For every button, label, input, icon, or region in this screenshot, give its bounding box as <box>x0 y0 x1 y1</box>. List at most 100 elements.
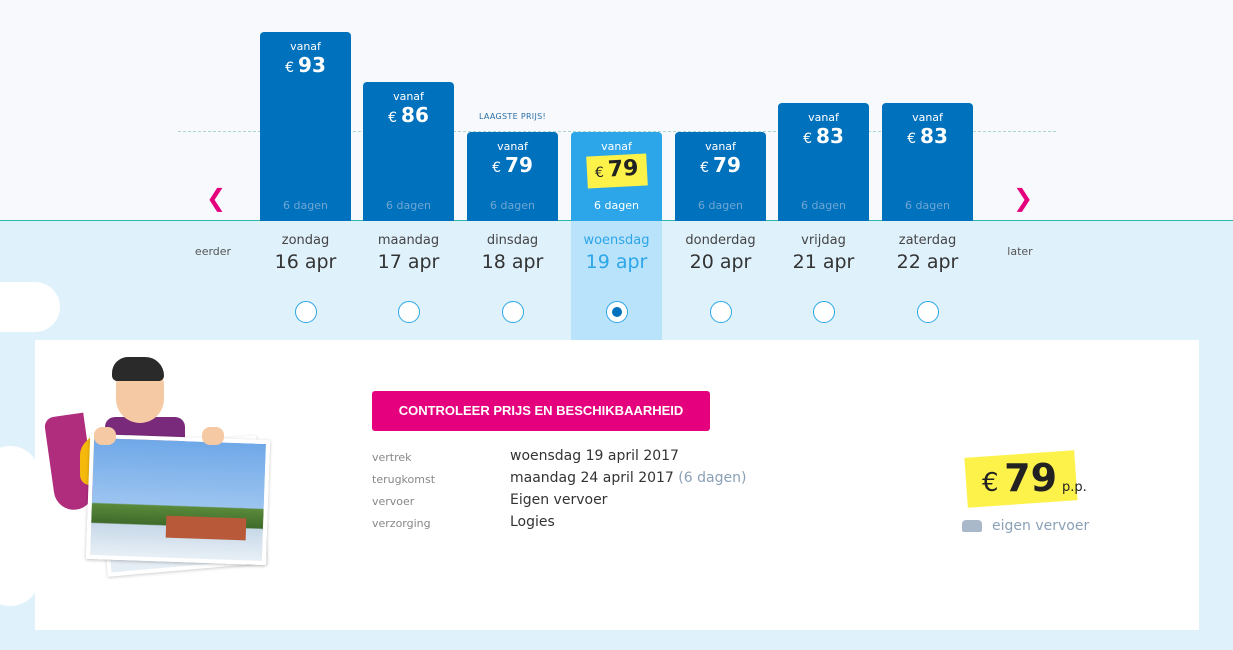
bar-price: €79 <box>467 153 558 180</box>
day-weekday: woensdag <box>583 233 650 248</box>
day-weekday: maandag <box>377 233 440 248</box>
board-label: verzorging <box>372 517 431 530</box>
day-option[interactable]: zondag 16 apr <box>260 232 351 323</box>
bar-price: €86 <box>363 103 454 130</box>
earlier-link[interactable]: eerder <box>194 245 232 258</box>
day-radio[interactable] <box>709 301 732 323</box>
day-date: 17 apr <box>377 251 440 273</box>
price-bar[interactable]: vanaf €93 6 dagen <box>260 32 351 221</box>
bar-price-value: €79 <box>492 153 533 177</box>
from-label: vanaf <box>497 140 528 153</box>
price-text: € 79 <box>982 456 1057 500</box>
hair <box>112 357 164 381</box>
day-weekday: zondag <box>281 233 330 248</box>
hand <box>202 427 224 445</box>
day-radio[interactable] <box>294 301 317 323</box>
price-per-person: p.p. <box>1062 480 1087 495</box>
bar-price-value: €83 <box>907 124 948 148</box>
accommodation-photo <box>85 433 271 566</box>
day-radio[interactable] <box>397 301 420 323</box>
transport-label: vervoer <box>372 495 415 508</box>
return-value: maandag 24 april 2017 (6 dagen) <box>510 470 746 486</box>
departure-label: vertrek <box>372 451 412 464</box>
bar-currency: € <box>492 160 502 176</box>
bar-price: €93 <box>260 53 351 80</box>
return-date: maandag 24 april 2017 <box>510 470 674 486</box>
bar-duration: 6 dagen <box>490 199 535 212</box>
bar-currency: € <box>388 110 398 126</box>
from-label: vanaf <box>290 40 321 53</box>
bar-duration: 6 dagen <box>594 199 639 212</box>
bar-currency: € <box>907 131 917 147</box>
bar-amount: 86 <box>401 103 429 127</box>
bar-currency: € <box>700 160 710 176</box>
day-date: 22 apr <box>896 251 959 273</box>
bar-price: €79 <box>571 153 662 189</box>
transport-value: Eigen vervoer <box>510 492 608 508</box>
day-option[interactable]: woensdag 19 apr <box>571 232 662 323</box>
price-currency: € <box>982 468 999 498</box>
departure-date: woensdag 19 april 2017 <box>510 448 679 464</box>
price-amount: 79 <box>1004 456 1058 500</box>
bar-duration: 6 dagen <box>283 199 328 212</box>
bar-duration: 6 dagen <box>698 199 743 212</box>
price-bar[interactable]: vanaf €79 6 dagen <box>571 132 662 221</box>
day-radio[interactable] <box>812 301 835 323</box>
bar-amount: 79 <box>713 153 741 177</box>
chevron-right-icon[interactable]: ❯ <box>1013 184 1034 212</box>
day-weekday: dinsdag <box>486 233 539 248</box>
bar-currency: € <box>594 164 605 182</box>
day-radio[interactable] <box>501 301 524 323</box>
from-label: vanaf <box>808 111 839 124</box>
price-bar[interactable]: vanaf €83 6 dagen <box>778 103 869 221</box>
bar-price-value: €79 <box>585 153 648 189</box>
transport-info: eigen vervoer <box>962 518 1089 534</box>
day-option[interactable]: maandag 17 apr <box>363 232 454 323</box>
day-weekday: vrijdag <box>801 233 846 248</box>
bar-duration: 6 dagen <box>905 199 950 212</box>
day-option[interactable]: donderdag 20 apr <box>675 232 766 323</box>
bar-price-value: €93 <box>285 53 326 77</box>
day-weekday: zaterdag <box>898 233 957 248</box>
hand <box>94 427 116 445</box>
from-label: vanaf <box>601 140 632 153</box>
return-label: terugkomst <box>372 473 436 486</box>
cloud-decoration <box>0 446 40 606</box>
day-date: 18 apr <box>481 251 544 273</box>
day-date: 16 apr <box>274 251 337 273</box>
cloud-decoration <box>0 282 60 332</box>
bar-amount: 83 <box>816 124 844 148</box>
price-bar[interactable]: vanaf €86 6 dagen <box>363 82 454 221</box>
bar-price: €79 <box>675 153 766 180</box>
lowest-price-label: LAAGSTE PRIJS! <box>478 112 547 121</box>
day-weekday: donderdag <box>685 233 756 248</box>
day-radio[interactable] <box>916 301 939 323</box>
building <box>165 515 247 541</box>
bar-currency: € <box>285 60 295 76</box>
later-link[interactable]: later <box>1007 245 1033 258</box>
from-label: vanaf <box>393 90 424 103</box>
day-date: 19 apr <box>585 251 648 273</box>
bar-amount: 79 <box>505 153 533 177</box>
chevron-left-icon[interactable]: ❮ <box>206 184 227 212</box>
price-bar[interactable]: vanaf €79 6 dagen <box>467 132 558 221</box>
price-bar[interactable]: vanaf €83 6 dagen <box>882 103 973 221</box>
car-icon <box>962 520 982 532</box>
day-date: 21 apr <box>792 251 855 273</box>
transport-info-label: eigen vervoer <box>992 518 1090 534</box>
check-price-button[interactable]: CONTROLEER PRIJS EN BESCHIKBAARHEID <box>372 391 710 431</box>
day-option[interactable]: dinsdag 18 apr <box>467 232 558 323</box>
bar-duration: 6 dagen <box>386 199 431 212</box>
offer-price: € 79 p.p. <box>964 450 1090 508</box>
price-bar[interactable]: vanaf €79 6 dagen <box>675 132 766 221</box>
departure-value: woensdag 19 april 2017 <box>510 448 679 464</box>
bar-price-value: €86 <box>388 103 429 127</box>
day-date: 20 apr <box>689 251 752 273</box>
from-label: vanaf <box>705 140 736 153</box>
day-radio[interactable] <box>605 301 628 323</box>
bar-amount: 83 <box>920 124 948 148</box>
bar-duration: 6 dagen <box>801 199 846 212</box>
day-option[interactable]: zaterdag 22 apr <box>882 232 973 323</box>
day-option[interactable]: vrijdag 21 apr <box>778 232 869 323</box>
board-value: Logies <box>510 514 555 530</box>
